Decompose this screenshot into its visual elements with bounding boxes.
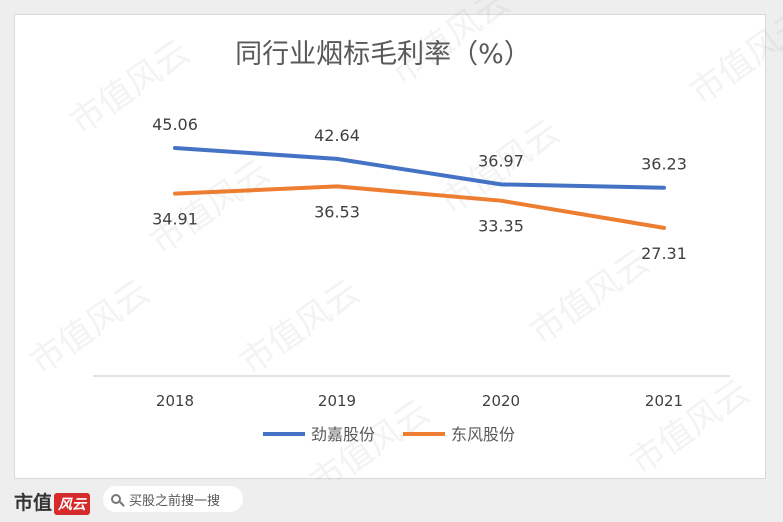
data-label: 42.64 bbox=[314, 126, 360, 145]
brand-logo[interactable]: 市值 风云 bbox=[14, 488, 91, 515]
x-tick-label: 2020 bbox=[482, 392, 520, 410]
series-line-2 bbox=[173, 184, 666, 230]
x-tick-label: 2021 bbox=[645, 392, 683, 410]
data-label: 27.31 bbox=[641, 244, 687, 263]
series-layer bbox=[173, 146, 666, 230]
data-labels: 45.06 42.64 36.97 36.23 34.91 36.53 33.35 27.31 bbox=[152, 115, 687, 263]
legend: 劲嘉股份 东风股份 bbox=[263, 425, 515, 444]
brand-name: 市值 bbox=[14, 492, 53, 514]
x-tick-label: 2018 bbox=[156, 392, 194, 410]
chart-title: 同行业烟标毛利率（%） bbox=[235, 39, 531, 70]
line-chart: 同行业烟标毛利率（%） 2018 2019 2020 2021 45.06 42.64 3… bbox=[93, 39, 730, 444]
legend-label-2: 东风股份 bbox=[451, 425, 515, 444]
search-placeholder: 买股之前搜一搜 bbox=[129, 493, 221, 509]
data-label: 36.53 bbox=[314, 202, 360, 221]
series-line-1 bbox=[173, 146, 666, 190]
legend-label-1: 劲嘉股份 bbox=[311, 425, 375, 444]
footer-bar: 市值 风云 买股之前搜一搜 bbox=[0, 480, 783, 522]
data-label: 36.97 bbox=[478, 151, 524, 170]
data-label: 36.23 bbox=[641, 155, 687, 174]
x-tick-label: 2019 bbox=[318, 392, 356, 410]
data-label: 45.06 bbox=[152, 115, 198, 134]
chart-card bbox=[14, 14, 766, 479]
search-icon bbox=[111, 494, 121, 504]
x-axis-ticks: 2018 2019 2020 2021 bbox=[156, 392, 683, 410]
brand-badge: 风云 bbox=[54, 493, 91, 515]
data-label: 34.91 bbox=[152, 210, 198, 229]
search-box[interactable]: 买股之前搜一搜 bbox=[103, 486, 243, 512]
data-label: 33.35 bbox=[478, 217, 524, 236]
